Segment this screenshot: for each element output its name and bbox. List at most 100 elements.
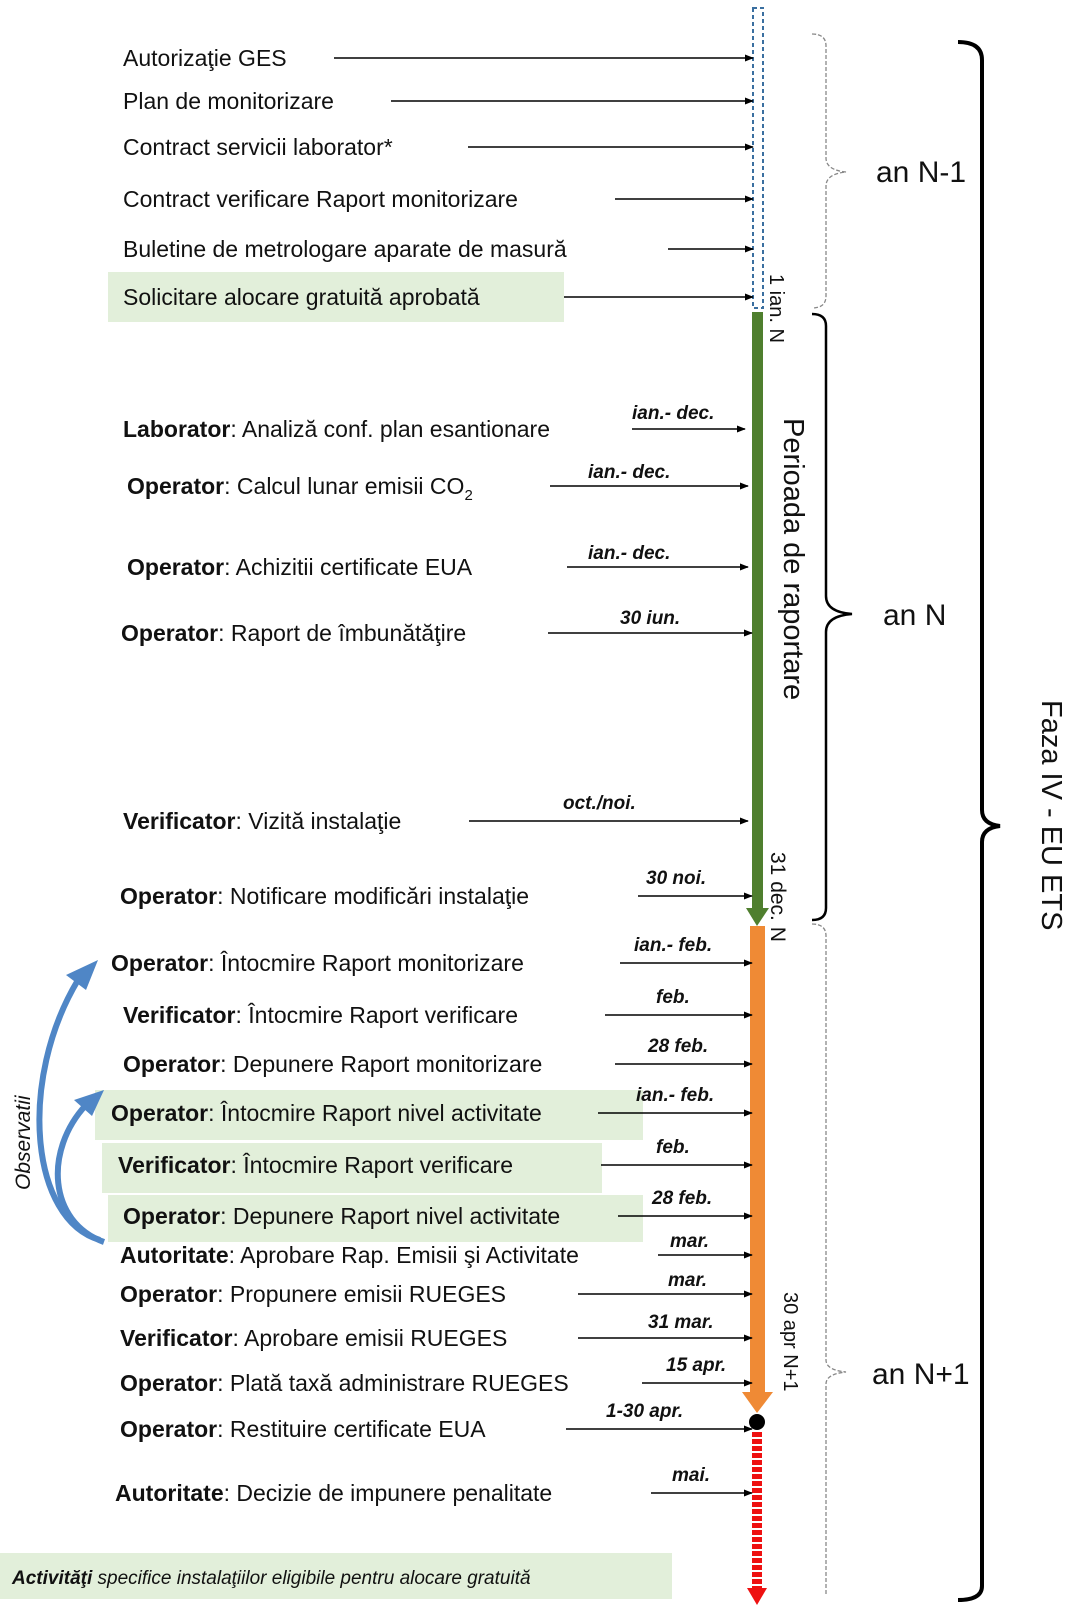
- highlight-bg-verification: [102, 1143, 602, 1193]
- activity-label: Autoritate: Decizie de impunere penalita…: [115, 1480, 552, 1506]
- brace-n-plus-1: [811, 923, 847, 1596]
- activity-date: 31 mar.: [648, 1312, 714, 1333]
- activity-date: oct./noi.: [563, 793, 636, 814]
- activity-arrows: [334, 54, 754, 1497]
- activity-date: mar.: [668, 1270, 707, 1291]
- activity-role: Operator: [120, 1416, 217, 1442]
- activity-text: : Achizitii certificate EUA: [224, 554, 473, 580]
- activity-text: Plan de monitorizare: [123, 88, 334, 114]
- activity-role: Autoritate: [120, 1242, 229, 1268]
- timeline-green-segment: [752, 312, 763, 911]
- braces: [811, 33, 1001, 1602]
- activity-label: Laborator: Analiză conf. plan esantionar…: [123, 416, 550, 442]
- activity-label: Contract servicii laborator*: [123, 134, 393, 160]
- year-label-n: an N: [883, 599, 946, 632]
- activity-label: Operator: Întocmire Raport nivel activit…: [111, 1100, 542, 1126]
- legend-rest: specifice instalaţiilor eligibile pentru…: [92, 1568, 530, 1589]
- activity-text: Contract servicii laborator*: [123, 134, 393, 160]
- activity-label: Operator: Depunere Raport monitorizare: [123, 1051, 542, 1077]
- timeline-green-arrowhead: [746, 908, 769, 926]
- activity-text: Buletine de metrologare aparate de masur…: [123, 236, 567, 262]
- activity-date: 28 feb.: [647, 1036, 708, 1057]
- activity-dates: ian.- dec. ian.- dec. ian.- dec. 30 iun. oct…: [563, 403, 726, 1486]
- activity-label: Plan de monitorizare: [123, 88, 334, 114]
- activity-role: Operator: [123, 1203, 220, 1229]
- timeline-dashed-segment: [752, 7, 764, 309]
- observation-curve-lower-head: [74, 1090, 104, 1116]
- activity-label: Verificator: Întocmire Raport verificare: [118, 1152, 513, 1178]
- observation-arrows: [36, 960, 106, 1245]
- activity-label: Operator: Propunere emisii RUEGES: [120, 1281, 506, 1307]
- activity-date: ian.- dec.: [588, 462, 670, 483]
- brace-n-minus-1: [811, 33, 847, 309]
- activity-text: : Întocmire Raport verificare: [236, 1002, 518, 1028]
- activity-label: Verificator: Aprobare emisii RUEGES: [120, 1325, 507, 1351]
- phase-label: Faza IV - EU ETS: [1035, 700, 1067, 930]
- activity-text: : Aprobare Rap. Emisii şi Activitate: [229, 1242, 579, 1268]
- activity-text: : Întocmire Raport nivel activitate: [208, 1100, 542, 1126]
- activity-text: : Analiză conf. plan esantionare: [230, 416, 550, 442]
- activity-text: : Raport de îmbunătăţire: [218, 620, 466, 646]
- brace-phase: [957, 40, 1001, 1602]
- activity-label: Verificator: Întocmire Raport verificare: [123, 1002, 518, 1028]
- activity-label: Contract verificare Raport monitorizare: [123, 186, 518, 212]
- activity-subscript: 2: [464, 487, 472, 504]
- timeline: [742, 7, 773, 1605]
- activity-label: Autoritate: Aprobare Rap. Emisii şi Acti…: [120, 1242, 579, 1268]
- activity-label: Operator: Achizitii certificate EUA: [127, 554, 473, 580]
- activity-role: Operator: [120, 1281, 217, 1307]
- timeline-end-label: 31 dec. N: [766, 852, 789, 942]
- timeline-milestone-dot: [749, 1414, 765, 1430]
- activity-text: : Vizită instalaţie: [236, 808, 402, 834]
- activity-role: Operator: [111, 1100, 208, 1126]
- timeline-start-label: 1 ian. N: [765, 274, 787, 343]
- timeline-period-label: Perioada de raportare: [777, 418, 809, 700]
- brace-n: [811, 312, 853, 922]
- highlight-bg-submission: [108, 1195, 643, 1242]
- highlight-backgrounds: [0, 272, 672, 1599]
- activity-label: Operator: Raport de îmbunătăţire: [121, 620, 466, 646]
- activity-labels: Autorizaţie GES Plan de monitorizare Contr…: [111, 45, 579, 1506]
- activity-date: 30 iun.: [620, 608, 680, 629]
- activity-text: : Notificare modificări instalaţie: [217, 883, 529, 909]
- activity-role: Operator: [120, 1370, 217, 1396]
- activity-role: Autoritate: [115, 1480, 224, 1506]
- activity-date: 30 noi.: [646, 868, 706, 889]
- activity-text: : Depunere Raport nivel activitate: [220, 1203, 560, 1229]
- activity-label: Operator: Plată taxă administrare RUEGES: [120, 1370, 569, 1396]
- activity-date: ian.- feb.: [634, 935, 712, 956]
- legend-bold: Activităţi: [11, 1568, 93, 1589]
- activity-date: 28 feb.: [651, 1188, 712, 1209]
- activity-label: Operator: Notificare modificări instalaţ…: [120, 883, 529, 909]
- activity-role: Verificator: [120, 1325, 233, 1351]
- highlight-bg-activity-report: [95, 1090, 643, 1140]
- activity-label: Verificator: Vizită instalaţie: [123, 808, 401, 834]
- activity-text: : Restituire certificate EUA: [217, 1416, 486, 1442]
- activity-label: Operator: Calcul lunar emisii CO2: [127, 473, 473, 504]
- timeline-orange-segment: [750, 926, 765, 1392]
- activity-role: Laborator: [123, 416, 230, 442]
- activity-label: Autorizaţie GES: [123, 45, 287, 71]
- activity-date: ian.- dec.: [588, 543, 670, 564]
- legend-text: Activităţi specifice instalaţiilor eligi…: [11, 1568, 531, 1589]
- activity-role: Verificator: [118, 1152, 231, 1178]
- activity-role: Verificator: [123, 808, 236, 834]
- year-label-n-plus-1: an N+1: [872, 1358, 970, 1391]
- activity-text: : Propunere emisii RUEGES: [217, 1281, 506, 1307]
- observations-label: Observatii: [12, 1094, 35, 1190]
- activity-label: Operator: Restituire certificate EUA: [120, 1416, 486, 1442]
- activity-label: Buletine de metrologare aparate de masur…: [123, 236, 567, 262]
- activity-date: mai.: [672, 1465, 710, 1486]
- highlight-bg-request: [108, 272, 564, 322]
- activity-text: : Decizie de impunere penalitate: [224, 1480, 553, 1506]
- activity-text: : Întocmire Raport monitorizare: [208, 950, 524, 976]
- activity-text: : Depunere Raport monitorizare: [220, 1051, 542, 1077]
- timeline-return-label: 30 apr N+1: [779, 1292, 801, 1392]
- activity-text: Contract verificare Raport monitorizare: [123, 186, 518, 212]
- activity-role: Operator: [127, 473, 224, 499]
- activity-text: : Aprobare emisii RUEGES: [233, 1325, 508, 1351]
- activity-text: : Întocmire Raport verificare: [231, 1152, 513, 1178]
- activity-date: 1-30 apr.: [606, 1401, 683, 1422]
- activity-text: Autorizaţie GES: [123, 45, 287, 71]
